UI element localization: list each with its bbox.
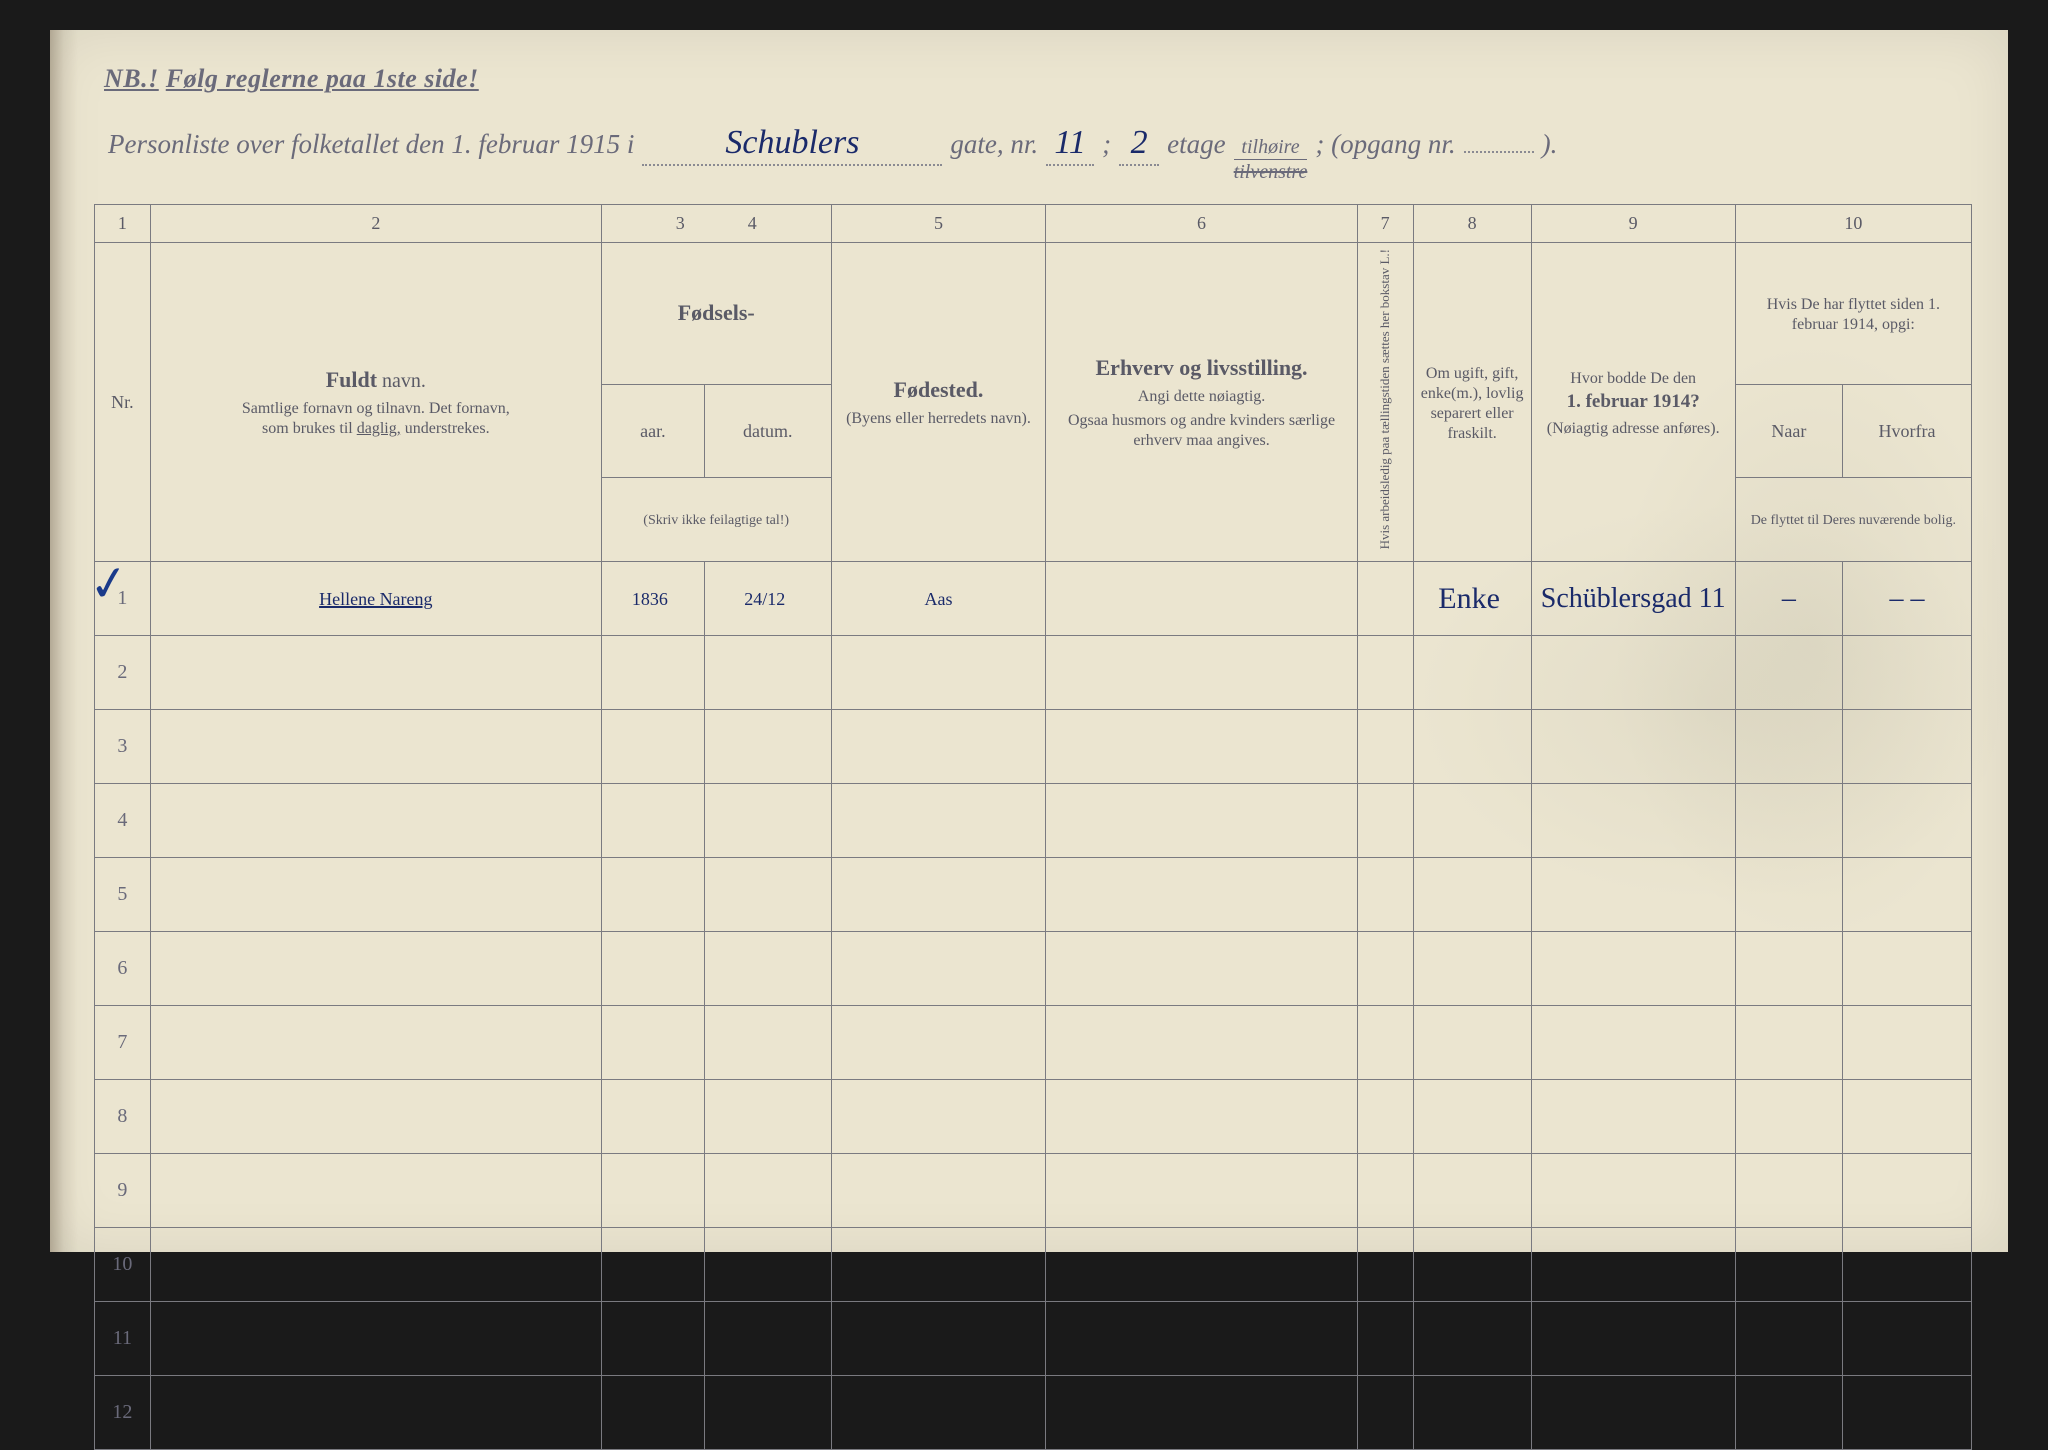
row-num: 9 <box>95 1154 151 1228</box>
table-row: 3 <box>95 710 1972 784</box>
cell-name: Hellene Nareng <box>150 562 601 636</box>
row-num: 3 <box>95 710 151 784</box>
table-row: 2 <box>95 636 1972 710</box>
table-row: 7 <box>95 1006 1972 1080</box>
table-row: 6 <box>95 932 1972 1006</box>
nb-prefix: NB.! <box>104 64 159 93</box>
tilhoire-bot: tilvenstre <box>1234 162 1308 182</box>
gate-label: gate, nr. <box>950 129 1038 160</box>
colnum-9: 9 <box>1531 205 1735 242</box>
hdr-moved-top: Hvis De har flyttet siden 1. februar 191… <box>1735 242 1971 384</box>
row-num: 5 <box>95 858 151 932</box>
row-num: 7 <box>95 1006 151 1080</box>
table-row: 5 <box>95 858 1972 932</box>
hdr-erhverv: Erhverv og livsstilling. Angi dette nøia… <box>1046 242 1357 562</box>
close-paren: ). <box>1542 129 1558 160</box>
table-row: 10 <box>95 1228 1972 1302</box>
cell-moved-from: – – <box>1843 562 1972 636</box>
cell-birthplace: Aas <box>831 562 1046 636</box>
hdr-addr1914: Hvor bodde De den 1. februar 1914? (Nøia… <box>1531 242 1735 562</box>
row-num: 6 <box>95 932 151 1006</box>
cell-year: 1836 <box>601 562 704 636</box>
hdr-fodested: Fødested. (Byens eller herredets navn). <box>831 242 1046 562</box>
cell-date: 24/12 <box>704 562 831 636</box>
hdr-name: Fuldt navn. Samtlige fornavn og tilnavn.… <box>150 242 601 562</box>
cell-addr1914: Schüblersgad 11 <box>1531 562 1735 636</box>
cell-moved-when: – <box>1735 562 1842 636</box>
hdr-aar: aar. <box>601 384 704 477</box>
table-row: 11 <box>95 1302 1972 1376</box>
nb-text: Følg reglerne paa 1ste side! <box>166 64 479 93</box>
cell-l <box>1357 562 1413 636</box>
colnum-34: 3 4 <box>601 205 831 242</box>
colnum-2: 2 <box>150 205 601 242</box>
hdr-arbeidsledig: Hvis arbeidsledig paa tællingstiden sætt… <box>1357 242 1413 562</box>
row-num: 4 <box>95 784 151 858</box>
header-row-main: Nr. Fuldt navn. Samtlige fornavn og tiln… <box>95 242 1972 384</box>
gate-nr-fill: 11 <box>1046 128 1094 165</box>
etage-fill: 2 <box>1119 128 1159 165</box>
colnum-7: 7 <box>1357 205 1413 242</box>
row-num: 10 <box>95 1228 151 1302</box>
etage-label: etage <box>1167 129 1225 160</box>
colnum-10: 10 <box>1735 205 1971 242</box>
census-form-page: NB.! Følg reglerne paa 1ste side! Person… <box>50 30 2008 1252</box>
colnum-row: 1 2 3 4 5 6 7 8 9 10 <box>95 205 1972 242</box>
hdr-datum: datum. <box>704 384 831 477</box>
table-row: 4 <box>95 784 1972 858</box>
colnum-1: 1 <box>95 205 151 242</box>
table-row: 12 <box>95 1376 1972 1450</box>
cell-work <box>1046 562 1357 636</box>
hdr-nr: Nr. <box>95 242 151 562</box>
table-row: 9 <box>95 1154 1972 1228</box>
row-num: 2 <box>95 636 151 710</box>
census-table: 1 2 3 4 5 6 7 8 9 10 Nr. Fuldt navn. Sam… <box>94 204 1972 1450</box>
colnum-8: 8 <box>1413 205 1531 242</box>
tilhoire-fraction: tilhøire tilvenstre <box>1234 137 1308 182</box>
tilhoire-top: tilhøire <box>1241 137 1299 157</box>
opgang-fill <box>1464 116 1534 153</box>
row-num: 8 <box>95 1080 151 1154</box>
opgang-label: ; (opgang nr. <box>1315 129 1455 160</box>
hdr-hvorfra: Hvorfra <box>1843 384 1972 477</box>
street-fill: Schublers <box>642 128 942 165</box>
check-mark: ✓ <box>85 554 133 615</box>
colnum-6: 6 <box>1046 205 1357 242</box>
hdr-naar: Naar <box>1735 384 1842 477</box>
row-num: 11 <box>95 1302 151 1376</box>
cell-marital: Enke <box>1413 562 1531 636</box>
hdr-fodsels: Fødsels- <box>601 242 831 384</box>
row-num: 12 <box>95 1376 151 1450</box>
table-row: 8 <box>95 1080 1972 1154</box>
title-line: Personliste over folketallet den 1. febr… <box>108 116 1972 182</box>
row-num: ✓ 1 <box>95 562 151 636</box>
nb-instruction: NB.! Følg reglerne paa 1ste side! <box>104 64 1972 94</box>
hdr-moved-sub: De flyttet til Deres nuværende bolig. <box>1735 478 1971 562</box>
title-pre: Personliste over folketallet den 1. febr… <box>108 129 634 160</box>
hdr-marital: Om ugift, gift, enke(m.), lovlig separer… <box>1413 242 1531 562</box>
table-body: ✓ 1 Hellene Nareng 1836 24/12 Aas Enke S… <box>95 562 1972 1450</box>
colnum-5: 5 <box>831 205 1046 242</box>
table-row: ✓ 1 Hellene Nareng 1836 24/12 Aas Enke S… <box>95 562 1972 636</box>
hdr-fodsels-note: (Skriv ikke feilagtige tal!) <box>601 478 831 562</box>
semicolon1: ; <box>1102 129 1111 160</box>
table-header: 1 2 3 4 5 6 7 8 9 10 Nr. Fuldt navn. Sam… <box>95 205 1972 562</box>
